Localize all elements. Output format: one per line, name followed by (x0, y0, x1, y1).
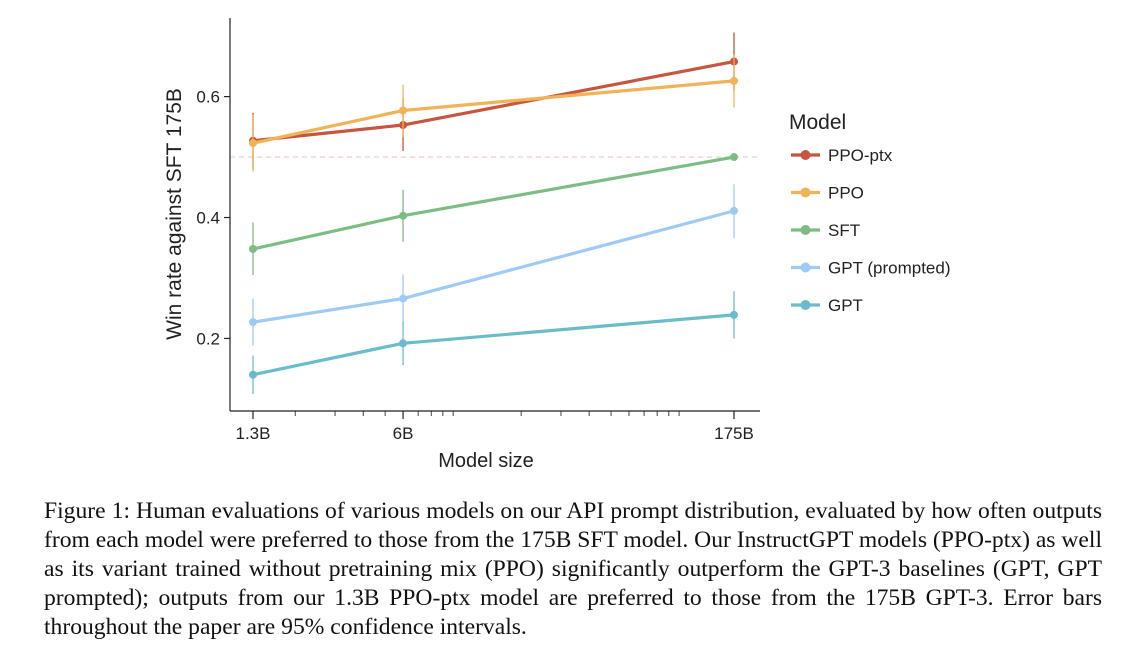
series-line (252, 155, 735, 251)
legend-item: GPT (791, 296, 863, 315)
legend-item: SFT (791, 221, 860, 240)
data-point (399, 211, 408, 220)
series-gpt (249, 291, 738, 395)
data-point (730, 153, 738, 162)
data-point (730, 310, 738, 319)
series-layer (249, 32, 738, 395)
legend: Model PPO-ptx PPO SFT GPT (prompted) GPT (789, 111, 951, 315)
legend-item: PPO (791, 184, 864, 203)
data-point (249, 139, 257, 148)
legend-label: GPT (828, 296, 863, 315)
data-point (249, 318, 257, 327)
figure-caption: Figure 1: Human evaluations of various m… (44, 497, 1102, 642)
series-gpt-prompted (249, 184, 738, 346)
legend-label: GPT (prompted) (828, 259, 951, 278)
caption-text: Human evaluations of various models on o… (44, 498, 1103, 640)
y-tick-label: 0.4 (196, 209, 220, 228)
series-ppo (249, 54, 738, 172)
legend-item: PPO-ptx (791, 146, 893, 165)
caption-label: Figure 1: (44, 498, 137, 524)
line-chart: 0.2 0.4 0.6 1.3B 6B 175B Model size Win rate… (163, 18, 951, 472)
legend-label: PPO (828, 184, 864, 203)
x-tick-label: 1.3B (236, 424, 271, 443)
series-sft (249, 153, 738, 275)
y-axis-title: Win rate against SFT 175B (163, 88, 186, 340)
data-point (249, 244, 257, 253)
legend-label: PPO-ptx (828, 146, 893, 165)
y-axis-ticks: 0.2 0.4 0.6 (196, 88, 230, 348)
data-point (399, 339, 408, 348)
legend-swatch-dot (800, 225, 811, 235)
legend-label: SFT (828, 221, 860, 240)
legend-swatch-dot (800, 187, 811, 198)
legend-swatch-dot (800, 150, 811, 160)
legend-swatch-dot (800, 300, 811, 310)
data-point (399, 106, 408, 115)
y-tick-label: 0.2 (196, 329, 220, 348)
data-point (399, 294, 408, 303)
series-line (252, 313, 735, 377)
legend-title: Model (789, 111, 846, 134)
x-axis-title: Model size (438, 450, 534, 472)
series-line (252, 209, 735, 324)
x-minor-ticks (294, 411, 680, 416)
data-point (730, 206, 738, 215)
data-point (730, 76, 738, 85)
y-tick-label: 0.6 (196, 88, 220, 107)
x-tick-label: 175B (714, 424, 754, 443)
x-axis-ticks: 1.3B 6B 175B (236, 411, 754, 443)
legend-swatch-dot (800, 262, 811, 273)
data-point (249, 370, 257, 379)
legend-item: GPT (prompted) (791, 259, 951, 278)
x-tick-label: 6B (393, 424, 414, 443)
